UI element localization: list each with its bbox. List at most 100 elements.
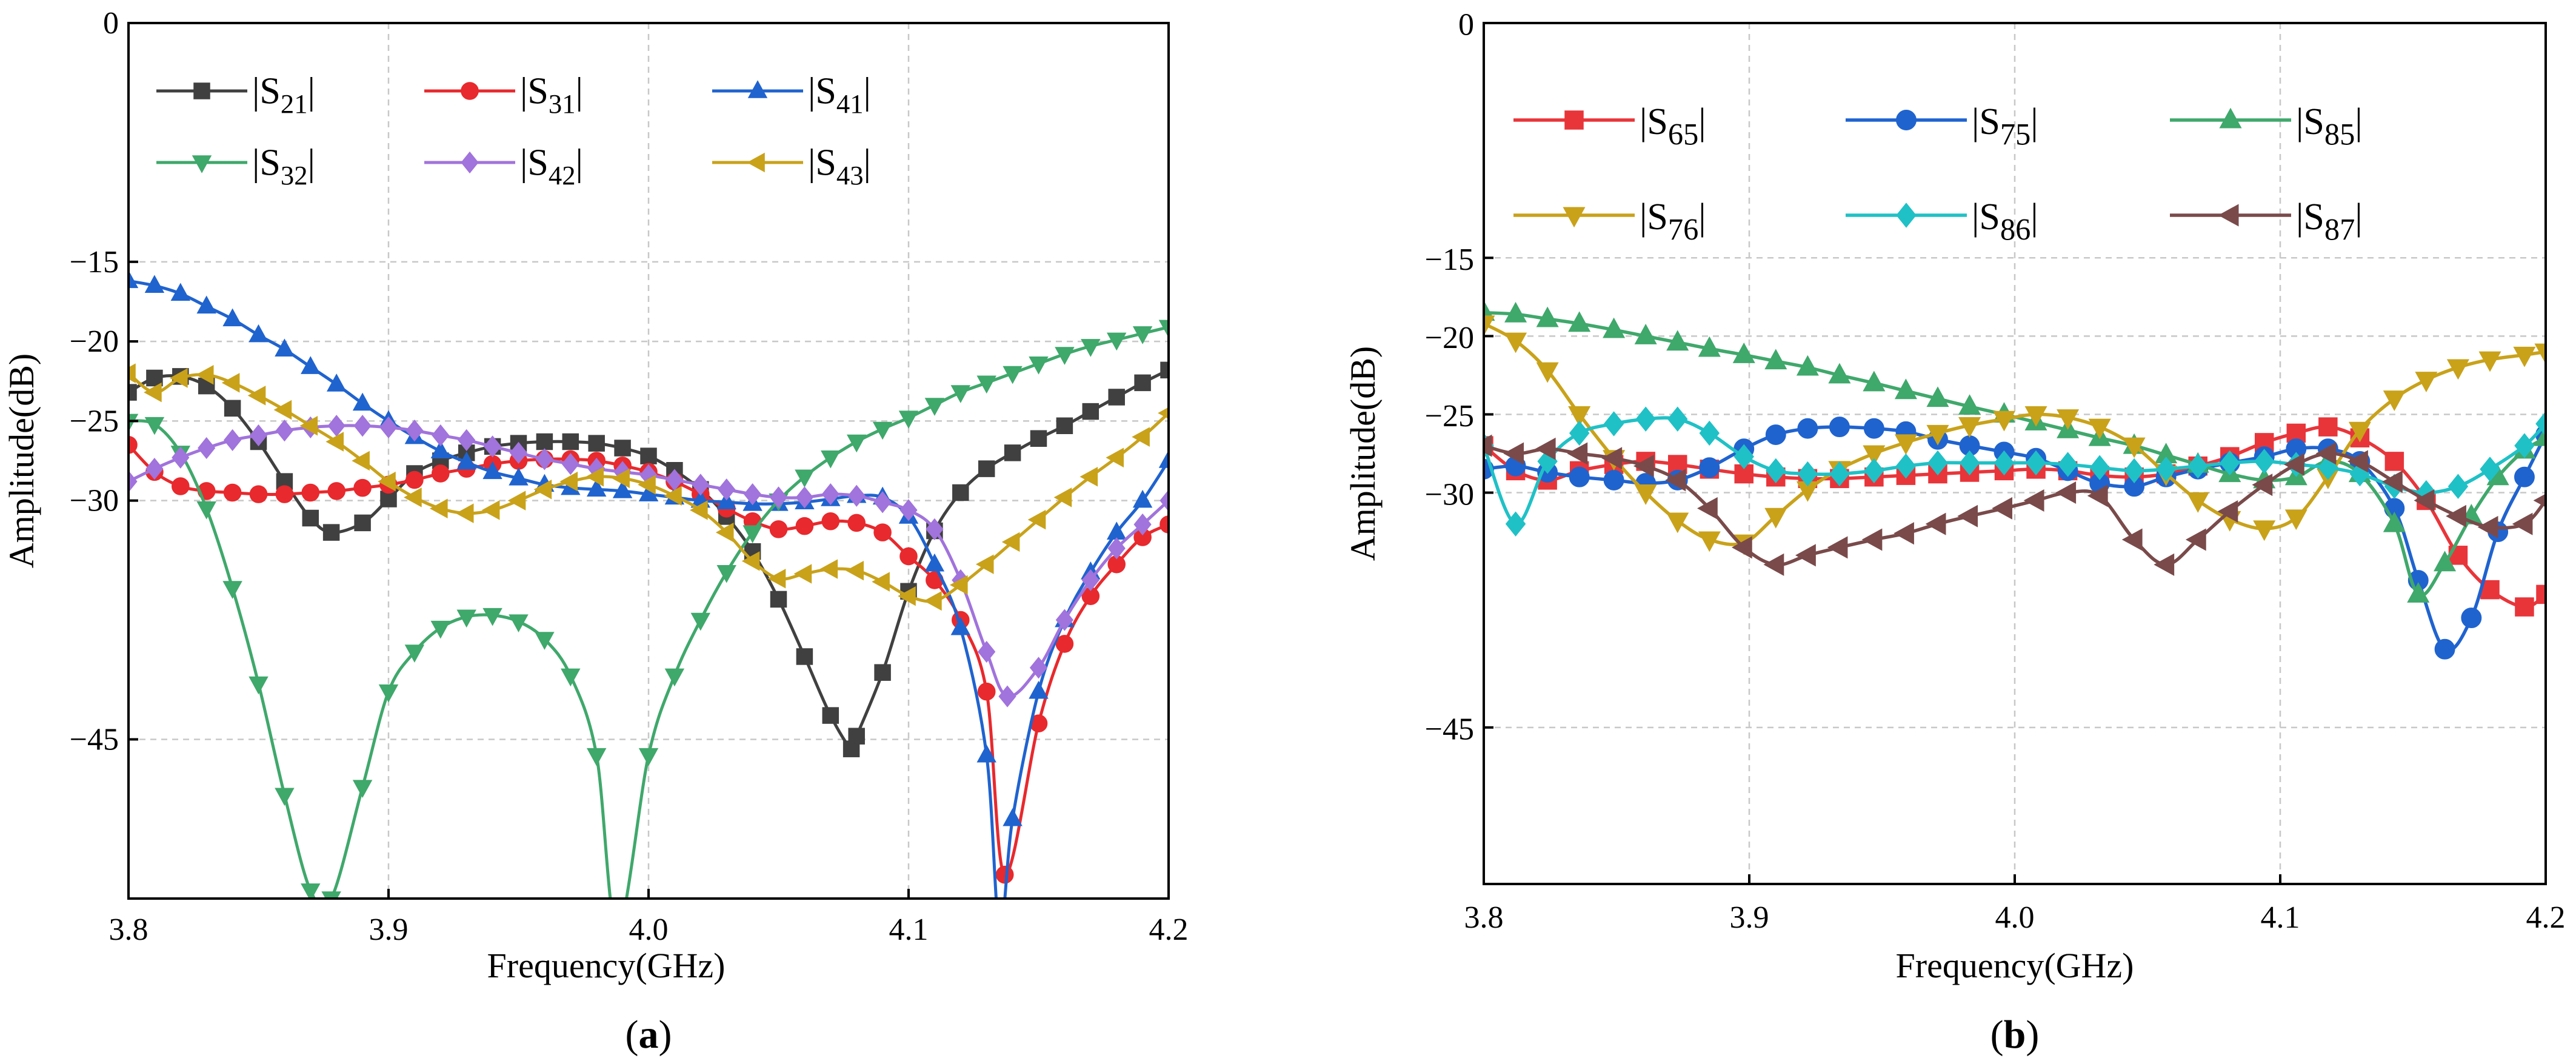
x-axis-label: Frequency(GHz) bbox=[487, 946, 726, 985]
data-point bbox=[455, 503, 474, 523]
data-point bbox=[1665, 469, 1686, 492]
data-point bbox=[249, 424, 268, 447]
data-point bbox=[432, 464, 450, 483]
data-point bbox=[379, 416, 398, 438]
data-point bbox=[1081, 339, 1101, 357]
data-point bbox=[1536, 362, 1559, 383]
data-point bbox=[2383, 511, 2406, 532]
y-tick-label: −25 bbox=[70, 404, 119, 438]
data-point bbox=[1635, 406, 1656, 432]
data-point bbox=[1133, 513, 1152, 536]
data-point bbox=[1134, 374, 1151, 392]
legend-label: |S32| bbox=[252, 142, 315, 190]
data-point bbox=[847, 514, 866, 532]
data-point bbox=[586, 748, 607, 766]
data-point bbox=[1082, 403, 1099, 420]
data-point bbox=[846, 560, 864, 581]
data-point bbox=[2057, 409, 2080, 430]
data-point bbox=[1926, 386, 1949, 407]
legend-item-S85: |S85| bbox=[2170, 101, 2363, 152]
data-point bbox=[926, 518, 944, 540]
data-point bbox=[769, 486, 788, 509]
data-point bbox=[1992, 410, 2015, 432]
data-point bbox=[275, 338, 295, 357]
y-tick-label: −30 bbox=[70, 484, 119, 518]
data-point bbox=[1055, 609, 1074, 631]
data-point bbox=[1601, 447, 1623, 470]
data-point bbox=[1535, 437, 1556, 460]
data-point bbox=[1484, 315, 1495, 336]
data-point bbox=[1158, 320, 1169, 338]
data-point bbox=[1764, 507, 1787, 529]
data-point bbox=[2480, 457, 2500, 482]
data-point bbox=[172, 446, 190, 469]
legend-marker bbox=[1563, 207, 1586, 228]
data-point bbox=[1697, 497, 1718, 520]
data-point bbox=[718, 478, 736, 501]
data-point bbox=[975, 554, 994, 574]
data-point bbox=[874, 664, 891, 681]
legend-item-S65: |S65| bbox=[1513, 101, 1706, 152]
series-S42 bbox=[128, 415, 1169, 708]
data-point bbox=[1731, 536, 1752, 559]
data-point bbox=[481, 500, 500, 520]
data-point bbox=[1764, 349, 1787, 370]
data-point bbox=[1107, 537, 1126, 560]
data-point bbox=[404, 487, 422, 507]
data-point bbox=[536, 433, 553, 450]
data-point bbox=[846, 434, 867, 453]
data-point bbox=[1797, 418, 1818, 439]
data-point bbox=[322, 524, 340, 541]
data-point bbox=[249, 676, 269, 695]
data-point bbox=[429, 498, 448, 518]
legend-item-S86: |S86| bbox=[1846, 196, 2038, 247]
legend-marker bbox=[2218, 204, 2239, 227]
y-tick-label: −45 bbox=[70, 722, 119, 757]
legend-marker bbox=[747, 80, 768, 98]
data-point bbox=[275, 788, 295, 806]
data-point bbox=[819, 559, 838, 579]
data-point bbox=[950, 385, 971, 403]
data-point bbox=[1958, 394, 1981, 415]
data-point bbox=[275, 485, 294, 503]
data-point bbox=[196, 295, 216, 314]
data-point bbox=[195, 365, 214, 385]
data-point bbox=[2026, 450, 2046, 476]
data-point bbox=[873, 491, 892, 514]
data-point bbox=[612, 480, 633, 498]
legend: |S65| |S75| |S85| |S76| |S86| |S87| bbox=[1513, 101, 2363, 247]
plot-area bbox=[1484, 300, 2546, 660]
data-point bbox=[275, 420, 294, 442]
data-point bbox=[1030, 430, 1047, 447]
panel-caption: (b) bbox=[1990, 1013, 2040, 1057]
data-point bbox=[716, 491, 736, 510]
data-point bbox=[378, 471, 396, 492]
data-point bbox=[1132, 489, 1153, 508]
data-point bbox=[404, 645, 425, 663]
data-point bbox=[872, 421, 893, 440]
data-point bbox=[1569, 466, 1590, 487]
x-tick-label: 3.9 bbox=[369, 912, 409, 947]
data-point bbox=[2384, 452, 2404, 471]
data-point bbox=[352, 392, 373, 411]
data-point bbox=[326, 373, 347, 392]
data-point bbox=[1863, 445, 1886, 466]
data-point bbox=[172, 477, 190, 495]
data-point bbox=[128, 384, 137, 401]
data-point bbox=[1504, 301, 1527, 323]
data-point bbox=[321, 891, 341, 899]
y-tick-label: −20 bbox=[1425, 321, 1474, 355]
plot-area bbox=[128, 270, 1169, 899]
data-point bbox=[767, 569, 786, 589]
data-point bbox=[1484, 434, 1492, 457]
legend-label: |S41| bbox=[808, 70, 871, 119]
data-point bbox=[2186, 492, 2209, 513]
data-point bbox=[1160, 489, 1169, 512]
data-point bbox=[301, 483, 320, 502]
data-point bbox=[1698, 531, 1721, 552]
legend-item-S21: |S21| bbox=[156, 70, 315, 119]
legend-item-S41: |S41| bbox=[712, 70, 871, 119]
data-point bbox=[1568, 406, 1591, 427]
data-point bbox=[1894, 378, 1917, 400]
